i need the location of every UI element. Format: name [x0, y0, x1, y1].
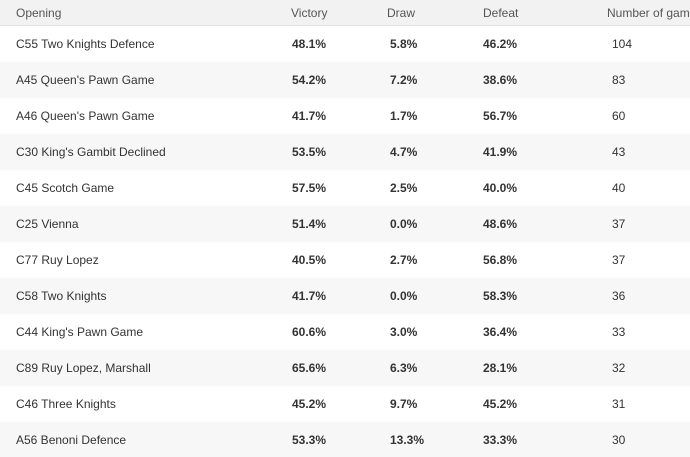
draw-cell: 2.7% — [390, 253, 418, 267]
opening-cell[interactable]: C77 Ruy Lopez — [16, 253, 99, 267]
header-defeat[interactable]: Defeat — [483, 5, 519, 20]
opening-cell[interactable]: A46 Queen's Pawn Game — [16, 109, 155, 123]
draw-cell: 1.7% — [390, 109, 418, 123]
defeat-cell: 46.2% — [483, 37, 518, 51]
games-cell: 83 — [612, 73, 626, 87]
defeat-cell: 41.9% — [483, 145, 518, 159]
opening-cell[interactable]: C58 Two Knights — [16, 289, 107, 303]
defeat-cell: 56.8% — [483, 253, 518, 267]
table-row: A45 Queen's Pawn Game 54.2% 7.2% 38.6% 83 — [0, 62, 690, 98]
draw-cell: 3.0% — [390, 325, 418, 339]
games-cell: 43 — [612, 145, 626, 159]
header-opening[interactable]: Opening — [16, 5, 62, 20]
table-row: C25 Vienna 51.4% 0.0% 48.6% 37 — [0, 206, 690, 242]
games-cell: 31 — [612, 397, 626, 411]
table-row: C55 Two Knights Defence 48.1% 5.8% 46.2% 104 — [0, 26, 690, 62]
defeat-cell: 48.6% — [483, 217, 518, 231]
table-row: C44 King's Pawn Game 60.6% 3.0% 36.4% 33 — [0, 314, 690, 350]
table-row: C46 Three Knights 45.2% 9.7% 45.2% 31 — [0, 386, 690, 422]
defeat-cell: 40.0% — [483, 181, 518, 195]
table-body: C55 Two Knights Defence 48.1% 5.8% 46.2% 104… — [0, 26, 690, 457]
games-cell: 37 — [612, 217, 626, 231]
defeat-cell: 36.4% — [483, 325, 518, 339]
opening-cell[interactable]: C55 Two Knights Defence — [16, 37, 155, 51]
games-cell: 104 — [612, 37, 633, 51]
draw-cell: 0.0% — [390, 217, 418, 231]
draw-cell: 0.0% — [390, 289, 418, 303]
games-cell: 60 — [612, 109, 626, 123]
table-row: C77 Ruy Lopez 40.5% 2.7% 56.8% 37 — [0, 242, 690, 278]
defeat-cell: 28.1% — [483, 361, 518, 375]
table-row: C30 King's Gambit Declined 53.5% 4.7% 41.9%… — [0, 134, 690, 170]
draw-cell: 7.2% — [390, 73, 418, 87]
victory-cell: 65.6% — [292, 361, 327, 375]
table-row: C45 Scotch Game 57.5% 2.5% 40.0% 40 — [0, 170, 690, 206]
victory-cell: 57.5% — [292, 181, 327, 195]
opening-cell[interactable]: C89 Ruy Lopez, Marshall — [16, 361, 151, 375]
defeat-cell: 38.6% — [483, 73, 518, 87]
table-row: A56 Benoni Defence 53.3% 13.3% 33.3% 30 — [0, 422, 690, 457]
victory-cell: 41.7% — [292, 109, 327, 123]
opening-cell[interactable]: C25 Vienna — [16, 217, 79, 231]
draw-cell: 13.3% — [390, 433, 425, 447]
games-cell: 32 — [612, 361, 626, 375]
victory-cell: 45.2% — [292, 397, 327, 411]
opening-cell[interactable]: C44 King's Pawn Game — [16, 325, 144, 339]
victory-cell: 60.6% — [292, 325, 327, 339]
header-draw[interactable]: Draw — [387, 5, 416, 20]
opening-cell[interactable]: A56 Benoni Defence — [16, 433, 127, 447]
victory-cell: 53.3% — [292, 433, 327, 447]
victory-cell: 54.2% — [292, 73, 327, 87]
draw-cell: 2.5% — [390, 181, 418, 195]
opening-cell[interactable]: C30 King's Gambit Declined — [16, 145, 166, 159]
header-victory[interactable]: Victory — [291, 5, 328, 20]
victory-cell: 48.1% — [292, 37, 327, 51]
table-row: C89 Ruy Lopez, Marshall 65.6% 6.3% 28.1% 32 — [0, 350, 690, 386]
opening-cell[interactable]: A45 Queen's Pawn Game — [16, 73, 155, 87]
draw-cell: 5.8% — [390, 37, 418, 51]
draw-cell: 4.7% — [390, 145, 418, 159]
victory-cell: 41.7% — [292, 289, 327, 303]
games-cell: 36 — [612, 289, 626, 303]
games-cell: 40 — [612, 181, 626, 195]
draw-cell: 9.7% — [390, 397, 418, 411]
table-header: Opening Victory Draw Defeat Number of ga… — [0, 0, 690, 26]
header-number-of-games[interactable]: Number of games — [607, 5, 690, 20]
games-cell: 33 — [612, 325, 626, 339]
defeat-cell: 58.3% — [483, 289, 518, 303]
defeat-cell: 45.2% — [483, 397, 518, 411]
victory-cell: 51.4% — [292, 217, 327, 231]
defeat-cell: 56.7% — [483, 109, 518, 123]
draw-cell: 6.3% — [390, 361, 418, 375]
victory-cell: 53.5% — [292, 145, 327, 159]
opening-cell[interactable]: C45 Scotch Game — [16, 181, 115, 195]
opening-cell[interactable]: C46 Three Knights — [16, 397, 116, 411]
table-row: A46 Queen's Pawn Game 41.7% 1.7% 56.7% 60 — [0, 98, 690, 134]
defeat-cell: 33.3% — [483, 433, 518, 447]
games-cell: 30 — [612, 433, 626, 447]
table-row: C58 Two Knights 41.7% 0.0% 58.3% 36 — [0, 278, 690, 314]
games-cell: 37 — [612, 253, 626, 267]
victory-cell: 40.5% — [292, 253, 327, 267]
